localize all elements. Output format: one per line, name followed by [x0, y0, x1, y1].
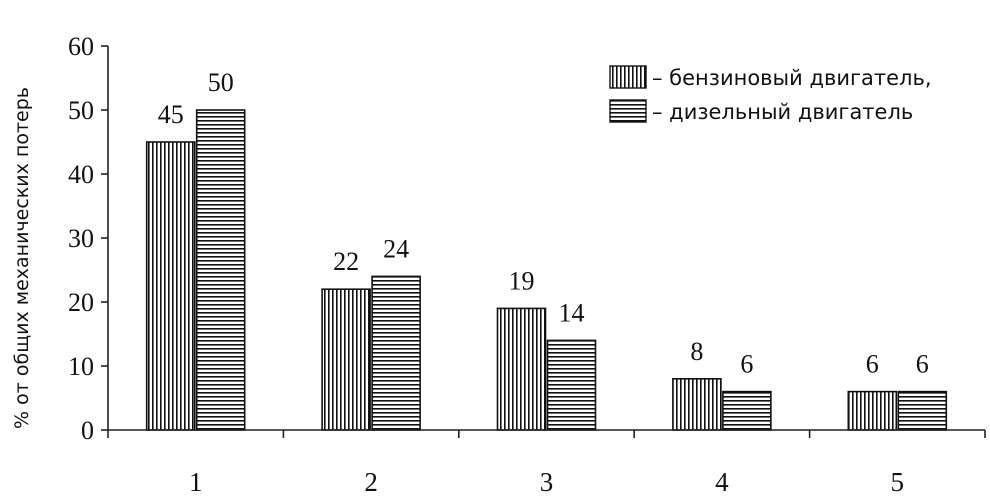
y-tick-label: 50 — [68, 96, 94, 125]
x-category-label: 1 — [189, 467, 203, 497]
data-label: 19 — [509, 266, 535, 295]
y-tick-label: 20 — [68, 288, 94, 317]
x-category-label: 5 — [891, 467, 905, 497]
legend-label-diesel: – дизельный двигатель — [652, 100, 913, 124]
x-axis-ticks: 1 2 3 4 5 — [107, 430, 986, 497]
legend-swatch-petrol — [609, 65, 647, 89]
bar-petrol — [321, 288, 371, 431]
data-label: 6 — [740, 350, 753, 379]
data-label: 45 — [158, 100, 184, 129]
data-label: 8 — [690, 337, 703, 366]
bar-diesel — [195, 109, 246, 431]
bars — [145, 109, 948, 431]
y-tick-label: 60 — [68, 32, 94, 61]
y-axis-title: % от общих механических потерь — [11, 87, 33, 429]
bar-petrol — [496, 307, 547, 431]
data-label: 50 — [208, 68, 234, 97]
bar-petrol — [145, 141, 196, 431]
data-labels: 45 50 22 24 19 14 8 6 6 6 — [158, 68, 929, 379]
bar-petrol — [672, 377, 722, 431]
data-label: 24 — [383, 234, 409, 263]
data-label: 14 — [559, 298, 585, 327]
y-tick-label: 30 — [68, 224, 94, 253]
legend-swatch-diesel — [609, 99, 647, 123]
y-axis-ticks: 0 10 20 30 40 50 60 — [68, 32, 108, 445]
data-label: 22 — [333, 247, 359, 276]
bar-diesel — [546, 339, 597, 431]
legend: – бензиновый двигатель, – дизельный двиг… — [609, 65, 932, 124]
x-category-label: 4 — [715, 467, 729, 497]
y-tick-label: 0 — [81, 416, 94, 445]
y-tick-label: 40 — [68, 160, 94, 189]
x-category-label: 2 — [364, 467, 378, 497]
bar-diesel — [371, 275, 421, 431]
bar-petrol — [847, 390, 898, 431]
data-label: 6 — [916, 350, 929, 379]
data-label: 6 — [866, 350, 879, 379]
legend-label-petrol: – бензиновый двигатель, — [652, 66, 932, 90]
y-tick-label: 10 — [68, 352, 94, 381]
bar-diesel — [897, 390, 948, 431]
x-category-label: 3 — [540, 467, 554, 497]
bar-diesel — [722, 390, 772, 431]
